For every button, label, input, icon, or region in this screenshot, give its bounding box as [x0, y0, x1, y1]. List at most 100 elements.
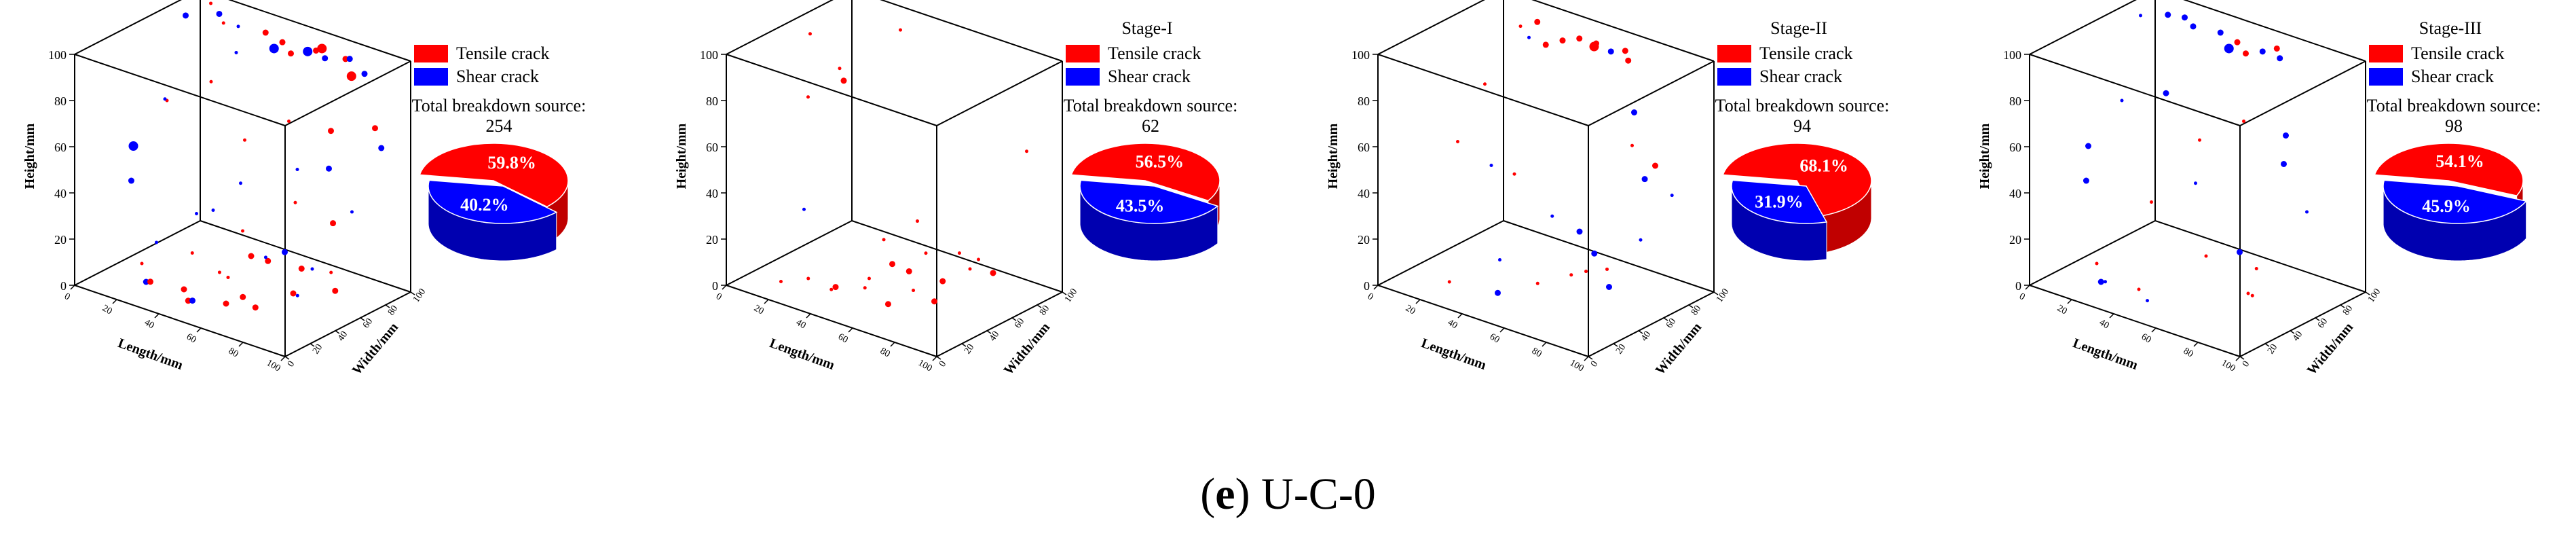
x-tick-label: 0 [714, 291, 724, 302]
tensile-crack-point [1584, 270, 1588, 274]
z-tick-label: 0 [712, 279, 718, 293]
z-axis-label: Height/mm [1977, 123, 1992, 189]
tensile-crack-point [2243, 50, 2249, 57]
legend-label: Tensile crack [1759, 43, 1853, 63]
tensile-crack-point [1456, 140, 1459, 143]
tensile-crack-point [1576, 35, 1583, 42]
cube-edge [1377, 54, 1589, 126]
shear-crack-point [2085, 143, 2091, 149]
y-tick [1688, 304, 1694, 308]
stage-title: Stage-II [1770, 18, 1827, 38]
x-tick [932, 356, 937, 361]
tensile-crack-point [217, 270, 221, 274]
tensile-crack-point [330, 220, 337, 227]
pie-slice-label: 43.5% [1116, 196, 1165, 215]
cube-edge [2183, 0, 2366, 62]
x-axis-label: Length/mm [2071, 336, 2140, 373]
y-tick [1713, 291, 1719, 295]
tensile-crack-point [1630, 143, 1634, 147]
pie-slice [1722, 143, 1872, 217]
y-tick [2365, 291, 2370, 295]
pie-slice [1079, 179, 1219, 224]
cube-edge [1503, 220, 1715, 293]
tensile-crack-point [2198, 138, 2201, 142]
legend-swatch [1066, 68, 1100, 86]
x-tick [1415, 299, 1421, 304]
z-tick-label: 60 [54, 141, 67, 154]
shear-crack-point [2259, 48, 2266, 55]
tensile-crack-point [939, 278, 946, 285]
tensile-crack-point [287, 120, 291, 123]
tensile-crack-point [226, 275, 230, 279]
x-tick-label: 80 [1530, 346, 1544, 359]
tensile-crack-point [863, 286, 867, 290]
tensile-crack-point [346, 71, 356, 82]
x-tick [280, 356, 286, 361]
tensile-crack-point [838, 67, 842, 71]
x-tick-label: 100 [265, 358, 282, 374]
y-tick [936, 356, 941, 360]
tensile-crack-point [889, 261, 895, 268]
tensile-crack-point [252, 304, 259, 311]
pie-slice [2374, 143, 2524, 196]
tensile-crack-point [1589, 41, 1599, 52]
x-tick-label: 40 [2097, 317, 2111, 331]
tensile-crack-point [223, 300, 229, 307]
tensile-crack-point [1542, 41, 1549, 48]
shear-crack-point [234, 50, 238, 54]
y-tick-label: 40 [988, 329, 1001, 343]
legend-label: Shear crack [1759, 67, 1842, 86]
tensile-crack-point [1483, 82, 1487, 86]
shear-crack-point [1639, 238, 1643, 242]
cube-edge [74, 0, 182, 55]
y-tick [284, 356, 290, 360]
legend-swatch [1717, 45, 1751, 62]
x-tick-label: 100 [2220, 358, 2237, 374]
z-tick-label: 40 [2009, 187, 2021, 200]
y-tick [1638, 330, 1643, 334]
cube-edge [2154, 220, 2366, 293]
y-tick-label: 60 [2316, 317, 2330, 330]
x-tick-label: 60 [1488, 331, 1501, 345]
y-tick-label: 100 [1063, 287, 1079, 304]
legend-swatch [414, 68, 448, 86]
stage-title: Stage-I [1121, 18, 1172, 38]
x-tick-label: 100 [916, 358, 934, 374]
x-tick-label: 80 [878, 346, 892, 359]
y-tick-label: 80 [386, 304, 400, 317]
z-tick-label: 0 [2015, 279, 2021, 293]
tensile-crack-point [1447, 280, 1451, 284]
y-axis-label: Width/mm [350, 320, 402, 378]
x-tick-label: 20 [2055, 303, 2069, 317]
tensile-crack-point [279, 39, 286, 46]
tensile-crack-point [1534, 18, 1541, 25]
y-tick [335, 330, 340, 334]
z-tick-label: 80 [54, 94, 67, 108]
y-tick [360, 317, 365, 321]
cube-edge [2239, 291, 2366, 357]
tensile-crack-point [1625, 57, 1632, 64]
shear-crack-point [189, 297, 195, 304]
tensile-crack-point [317, 43, 327, 54]
shear-crack-point [1495, 289, 1501, 296]
cube-edge [1588, 60, 1715, 126]
z-axis-label: Height/mm [1326, 123, 1341, 189]
total-value: 98 [2445, 116, 2463, 136]
tensile-crack-point [806, 95, 810, 99]
z-axis-label: Height/mm [22, 123, 37, 189]
tensile-crack-point [2150, 200, 2153, 204]
shear-crack-point [361, 71, 368, 77]
y-tick-label: 80 [1038, 304, 1051, 317]
x-tick [1457, 313, 1463, 319]
x-axis-label: Length/mm [116, 336, 185, 373]
tensile-crack-point [262, 29, 269, 36]
tensile-crack-point [1605, 267, 1609, 271]
x-tick [112, 299, 117, 304]
x-tick [2235, 356, 2241, 361]
x-tick [890, 342, 895, 347]
pie-slice [1070, 143, 1220, 202]
shear-crack-point [163, 97, 167, 101]
total-label: Total breakdown source: [1064, 96, 1238, 115]
y-tick-label: 60 [1013, 317, 1026, 330]
shear-crack-point [2083, 177, 2089, 184]
